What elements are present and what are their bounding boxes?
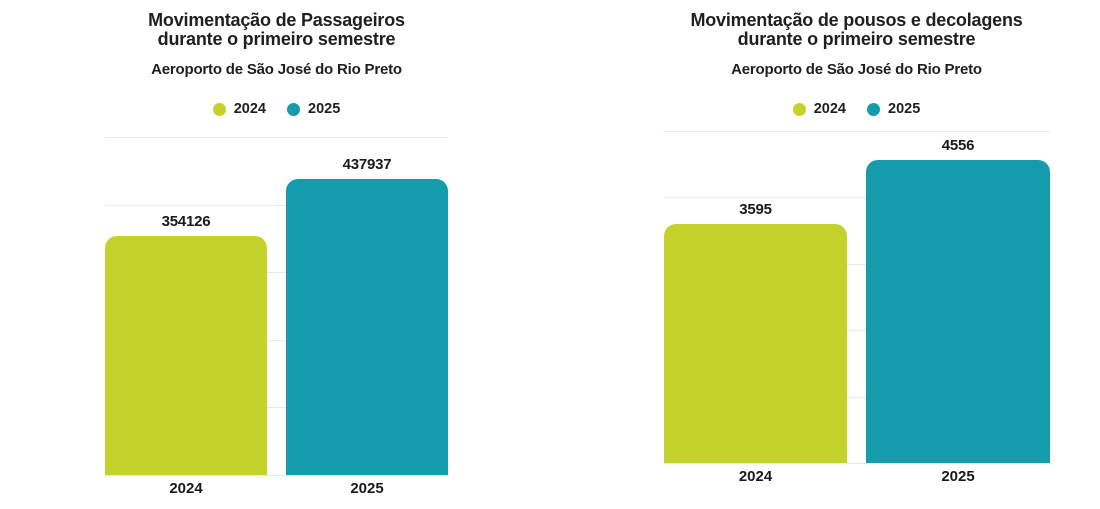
gridline [105,407,448,409]
plot-area: 354126 437937 2024 2025 [105,137,448,497]
legend-item-2025: 2025 [867,101,920,117]
x-axis-label-2025: 2025 [941,468,975,485]
legend-label-2025: 2025 [308,101,341,117]
chart-passenger-movement: Movimentação de Passageiros durante o pr… [105,0,448,509]
gridline [105,272,448,274]
gridline [105,339,448,341]
legend-swatch-2024-icon [792,102,806,116]
gridline [663,330,1050,332]
chart-subtitle: Aeroporto de São José do Rio Preto [731,61,982,78]
legend-label-2024: 2024 [813,101,846,117]
x-axis-label-2024: 2024 [169,480,203,497]
chart-title-line1: Movimentação de Passageiros [148,10,405,30]
legend-swatch-2024-icon [212,102,226,116]
legend: 2024 2025 [663,101,1050,117]
x-axis-label-2024: 2024 [738,468,773,485]
chart-title: Movimentação de pousos e decolagens dura… [663,11,1050,49]
gridline [105,137,448,138]
legend-label-2024: 2024 [233,101,266,117]
gridline [663,197,1050,199]
plot-area: 3595 4556 2024 2025 [663,131,1050,485]
x-axis-label-2025: 2025 [350,480,384,497]
legend-item-2025: 2025 [287,101,340,117]
chart-title-line1: Movimentação de pousos e decolagens [690,10,1023,30]
legend-item-2024: 2024 [212,101,266,117]
gridline [105,204,448,206]
bar-2024 [105,235,267,475]
legend-label-2025: 2025 [888,101,921,117]
gridline [663,131,1050,132]
legend-item-2024: 2024 [792,101,846,117]
bar-2025 [866,160,1050,463]
bar-value-2025: 4556 [941,137,975,155]
bar-value-2025: 437937 [342,155,392,173]
legend: 2024 2025 [105,101,448,117]
bar-value-2024: 3595 [739,201,772,219]
bar-2025 [286,178,448,475]
legend-swatch-2025-icon [867,102,880,116]
gridline [663,463,1050,464]
bar-value-2024: 354126 [161,212,211,230]
chart-takeoffs-landings: Movimentação de pousos e decolagens dura… [663,0,1050,509]
bar-2024 [664,224,847,463]
gridline [105,475,448,476]
legend-swatch-2025-icon [287,102,300,116]
chart-subtitle: Aeroporto de São José do Rio Preto [151,61,402,78]
chart-title: Movimentação de Passageiros durante o pr… [105,11,448,49]
chart-title-line2: durante o primeiro semestre [157,29,396,49]
gridline [663,263,1050,265]
gridline [663,396,1050,398]
chart-title-line2: durante o primeiro semestre [737,29,976,49]
